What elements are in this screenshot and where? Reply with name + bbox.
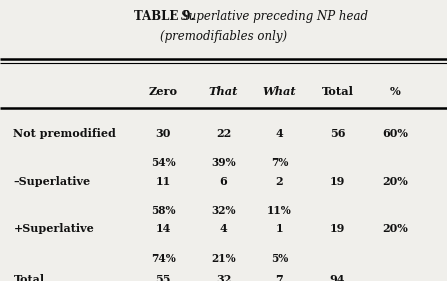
Text: 19: 19 bbox=[330, 176, 345, 187]
Text: 22: 22 bbox=[216, 128, 231, 139]
Text: 39%: 39% bbox=[211, 157, 236, 168]
Text: 30: 30 bbox=[156, 128, 171, 139]
Text: Not premodified: Not premodified bbox=[13, 128, 116, 139]
Text: What: What bbox=[262, 86, 296, 97]
Text: That: That bbox=[209, 86, 238, 97]
Text: 1: 1 bbox=[275, 223, 283, 234]
Text: 6: 6 bbox=[219, 176, 228, 187]
Text: 60%: 60% bbox=[383, 128, 409, 139]
Text: %: % bbox=[390, 86, 401, 97]
Text: 55: 55 bbox=[156, 274, 171, 281]
Text: 56: 56 bbox=[330, 128, 345, 139]
Text: 74%: 74% bbox=[151, 253, 176, 264]
Text: (premodifiables only): (premodifiables only) bbox=[160, 30, 287, 42]
Text: 7: 7 bbox=[275, 274, 283, 281]
Text: TABLE 9.: TABLE 9. bbox=[134, 10, 195, 23]
Text: 21%: 21% bbox=[211, 253, 236, 264]
Text: Superlative preceding NP head: Superlative preceding NP head bbox=[177, 10, 367, 23]
Text: Zero: Zero bbox=[148, 86, 178, 97]
Text: 58%: 58% bbox=[151, 205, 175, 216]
Text: 11%: 11% bbox=[267, 205, 292, 216]
Text: 94: 94 bbox=[330, 274, 345, 281]
Text: 32%: 32% bbox=[211, 205, 236, 216]
Text: Total: Total bbox=[321, 86, 354, 97]
Text: 54%: 54% bbox=[151, 157, 176, 168]
Text: 4: 4 bbox=[275, 128, 283, 139]
Text: 5%: 5% bbox=[271, 253, 288, 264]
Text: +Superlative: +Superlative bbox=[13, 223, 94, 234]
Text: 4: 4 bbox=[219, 223, 228, 234]
Text: 11: 11 bbox=[156, 176, 171, 187]
Text: 2: 2 bbox=[275, 176, 283, 187]
Text: 7%: 7% bbox=[271, 157, 288, 168]
Text: –Superlative: –Superlative bbox=[13, 176, 91, 187]
Text: 14: 14 bbox=[156, 223, 171, 234]
Text: Total: Total bbox=[13, 274, 45, 281]
Text: 20%: 20% bbox=[383, 176, 409, 187]
Text: 32: 32 bbox=[216, 274, 231, 281]
Text: 19: 19 bbox=[330, 223, 345, 234]
Text: 20%: 20% bbox=[383, 223, 409, 234]
